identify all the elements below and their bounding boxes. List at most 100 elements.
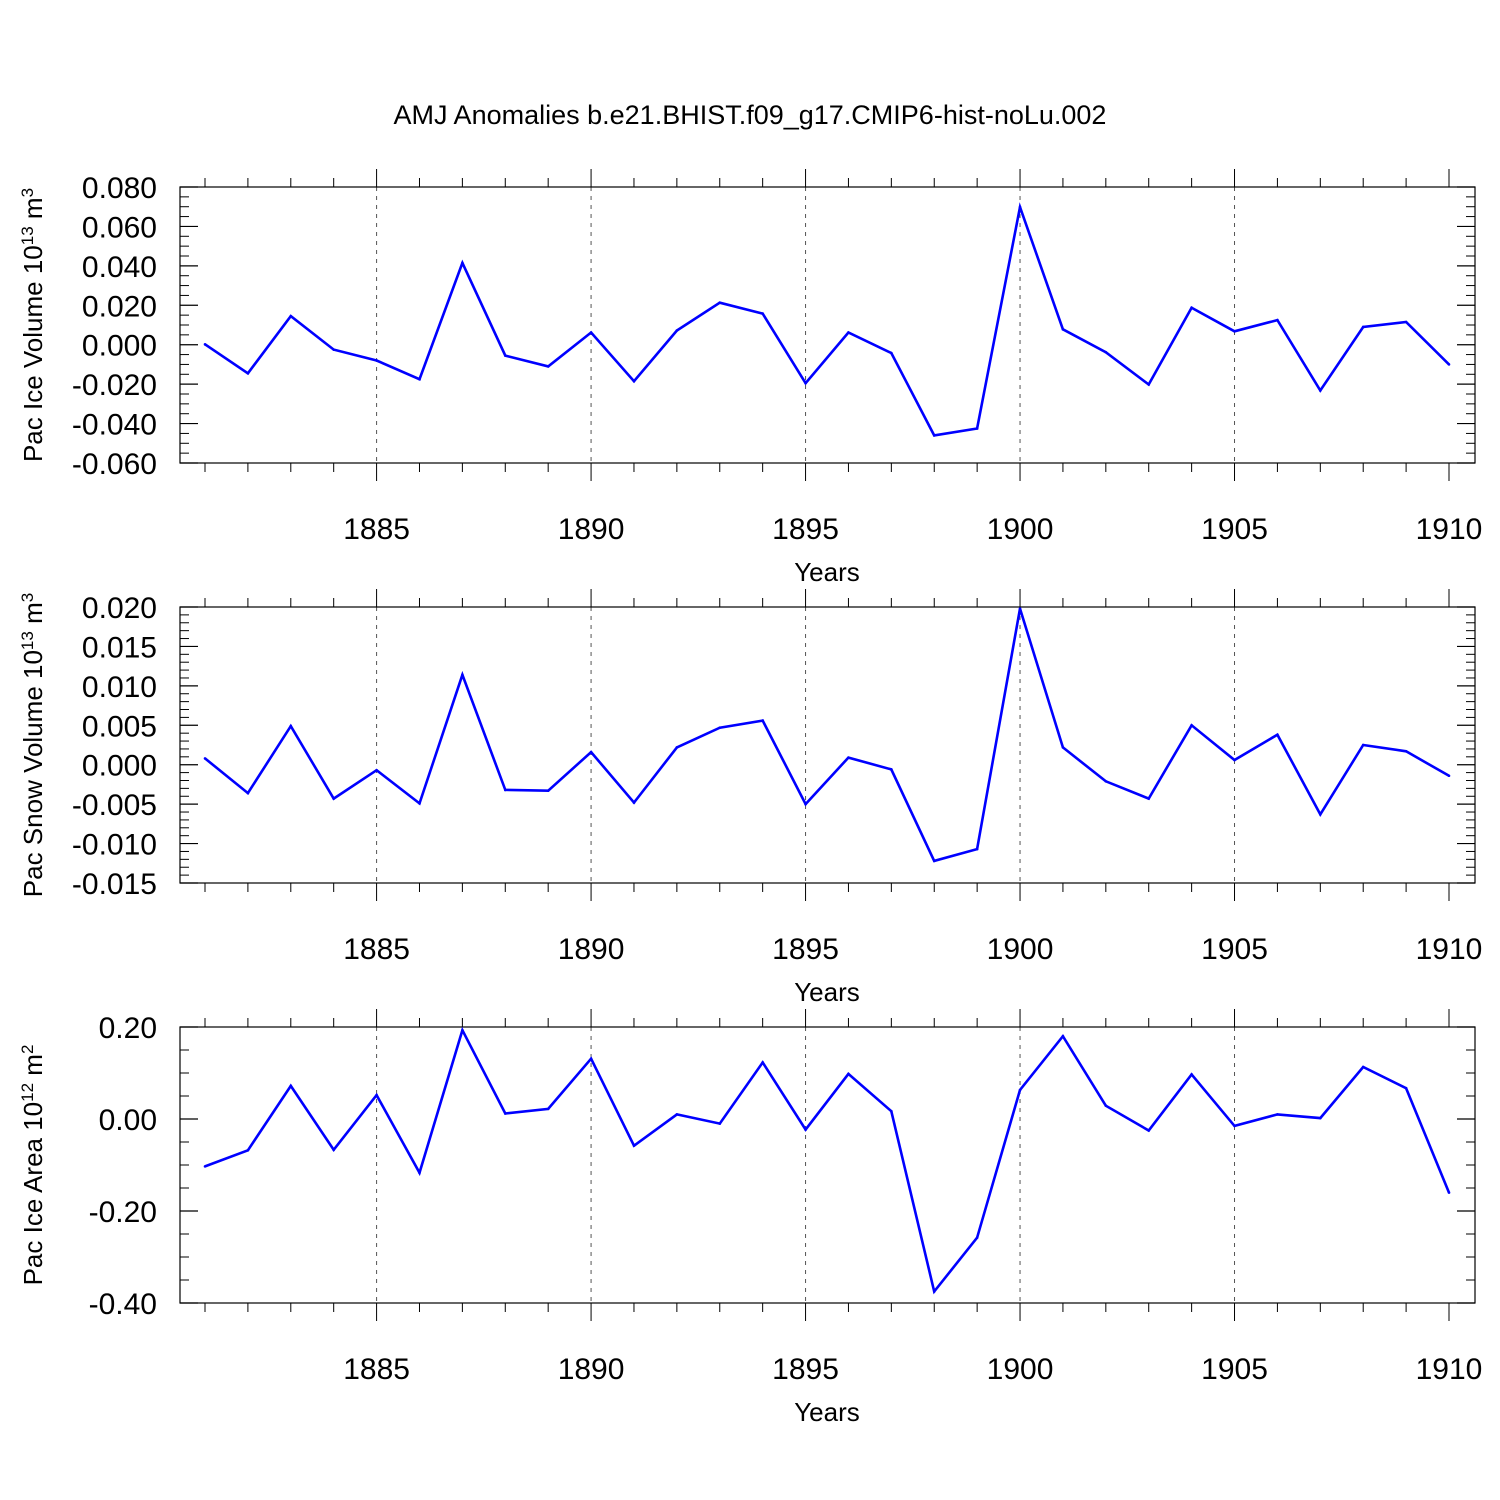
data-point-1883: [289, 724, 293, 728]
data-point-1881: [203, 343, 207, 346]
y-tick-label: -0.060: [72, 448, 157, 481]
data-point-1907: [1319, 1116, 1322, 1120]
data-point-1902: [1104, 779, 1108, 783]
data-point-1900: [1018, 1088, 1022, 1092]
y-tick-label: 0.015: [82, 631, 157, 664]
data-point-1901: [1061, 1034, 1065, 1038]
data-point-1904: [1190, 1073, 1193, 1076]
x-tick-label: 1890: [558, 513, 625, 546]
data-point-1906: [1276, 733, 1279, 737]
data-point-1885: [375, 1093, 378, 1097]
y-tick-label: 0.010: [82, 671, 157, 704]
x-axis-label: Years: [794, 557, 860, 587]
data-point-1891: [632, 801, 636, 804]
x-tick-label: 1885: [343, 513, 410, 546]
data-point-1882: [246, 791, 250, 795]
data-point-1885: [375, 768, 378, 772]
data-point-1905: [1233, 1124, 1236, 1128]
data-point-1895: [804, 802, 807, 806]
panel-2: -0.015 -0.010 -0.005 0.000 0.005 0.010 0.015 0.…: [18, 589, 1483, 1007]
data-point-1907: [1319, 813, 1322, 816]
data-point-1893: [718, 301, 722, 305]
y-tick-label: -0.040: [72, 409, 157, 442]
data-point-1909: [1404, 1086, 1408, 1090]
y-tick-label: 0.00: [99, 1104, 157, 1137]
data-point-1895: [804, 1128, 807, 1131]
data-point-1887: [461, 673, 464, 677]
x-tick-label: 1895: [772, 513, 839, 546]
data-point-1895: [804, 381, 807, 385]
series-line: [204, 1026, 1451, 1295]
data-point-1884: [332, 348, 335, 351]
data-point-1886: [418, 1171, 421, 1175]
panel-1: -0.060 -0.040 -0.020 0.000 0.020 0.040 0.060 0.…: [18, 169, 1483, 587]
data-point-1890: [589, 750, 593, 754]
data-point-1902: [1104, 1104, 1108, 1107]
data-point-1884: [332, 1148, 335, 1152]
data-point-1882: [246, 372, 250, 375]
data-point-1908: [1361, 743, 1365, 747]
data-point-1900: [1018, 607, 1022, 610]
data-point-1889: [546, 365, 550, 368]
data-point-1887: [461, 1028, 464, 1032]
x-tick-label: 1900: [987, 1353, 1054, 1386]
data-point-1899: [975, 847, 979, 851]
data-point-1891: [632, 1144, 636, 1147]
data-point-1908: [1361, 1065, 1365, 1069]
x-tick-label: 1890: [558, 933, 625, 966]
data-point-1892: [675, 329, 679, 332]
y-tick-label: 0.040: [82, 251, 157, 284]
y-tick-label: 0.020: [82, 592, 157, 625]
x-tick-label: 1895: [772, 933, 839, 966]
x-tick-label: 1910: [1416, 513, 1483, 546]
series-line: [204, 202, 1450, 437]
data-point-1892: [675, 1113, 679, 1116]
data-point-1903: [1147, 1129, 1151, 1132]
data-point-1901: [1061, 328, 1065, 331]
x-tick-label: 1910: [1416, 933, 1483, 966]
data-point-1898: [932, 434, 936, 437]
y-tick-label: -0.010: [72, 829, 157, 862]
data-point-1904: [1190, 306, 1193, 309]
series-line: [204, 608, 1450, 863]
y-tick-label: 0.060: [82, 211, 157, 244]
y-tick-label: 0.20: [99, 1012, 157, 1045]
x-axis-label: Years: [794, 977, 860, 1007]
data-point-1903: [1147, 797, 1151, 800]
data-point-1909: [1404, 750, 1408, 753]
data-point-1885: [375, 359, 378, 362]
data-point-1887: [461, 261, 464, 265]
data-point-1892: [675, 746, 679, 749]
data-point-1909: [1404, 320, 1408, 324]
x-tick-label: 1900: [987, 933, 1054, 966]
data-point-1903: [1147, 383, 1151, 386]
data-point-1910: [1447, 1191, 1451, 1194]
plot-frame: [179, 606, 1476, 884]
data-point-1890: [589, 331, 593, 334]
y-tick-label: -0.005: [72, 789, 157, 822]
data-point-1888: [503, 354, 507, 357]
y-axis-label: Pac Ice Volume 1013 m3: [18, 188, 48, 462]
data-point-1896: [847, 331, 850, 334]
data-point-1897: [890, 1109, 893, 1113]
data-point-1881: [203, 757, 207, 760]
x-tick-label: 1905: [1201, 513, 1268, 546]
data-point-1889: [546, 1107, 550, 1111]
y-tick-label: -0.020: [72, 369, 157, 402]
data-point-1894: [761, 1061, 764, 1064]
x-tick-label: 1905: [1201, 933, 1268, 966]
data-point-1884: [332, 797, 335, 800]
data-point-1910: [1447, 774, 1451, 778]
data-point-1906: [1276, 318, 1279, 322]
plot-frame: [179, 1026, 1476, 1304]
y-axis-label: Pac Ice Area 1012 m2: [18, 1045, 48, 1286]
data-point-1889: [546, 789, 550, 793]
x-tick-label: 1885: [343, 933, 410, 966]
data-point-1897: [890, 351, 893, 355]
data-point-1894: [761, 312, 764, 315]
data-point-1905: [1233, 330, 1236, 333]
data-point-1905: [1233, 758, 1236, 762]
data-point-1894: [761, 719, 764, 722]
y-tick-label: 0.005: [82, 710, 157, 743]
